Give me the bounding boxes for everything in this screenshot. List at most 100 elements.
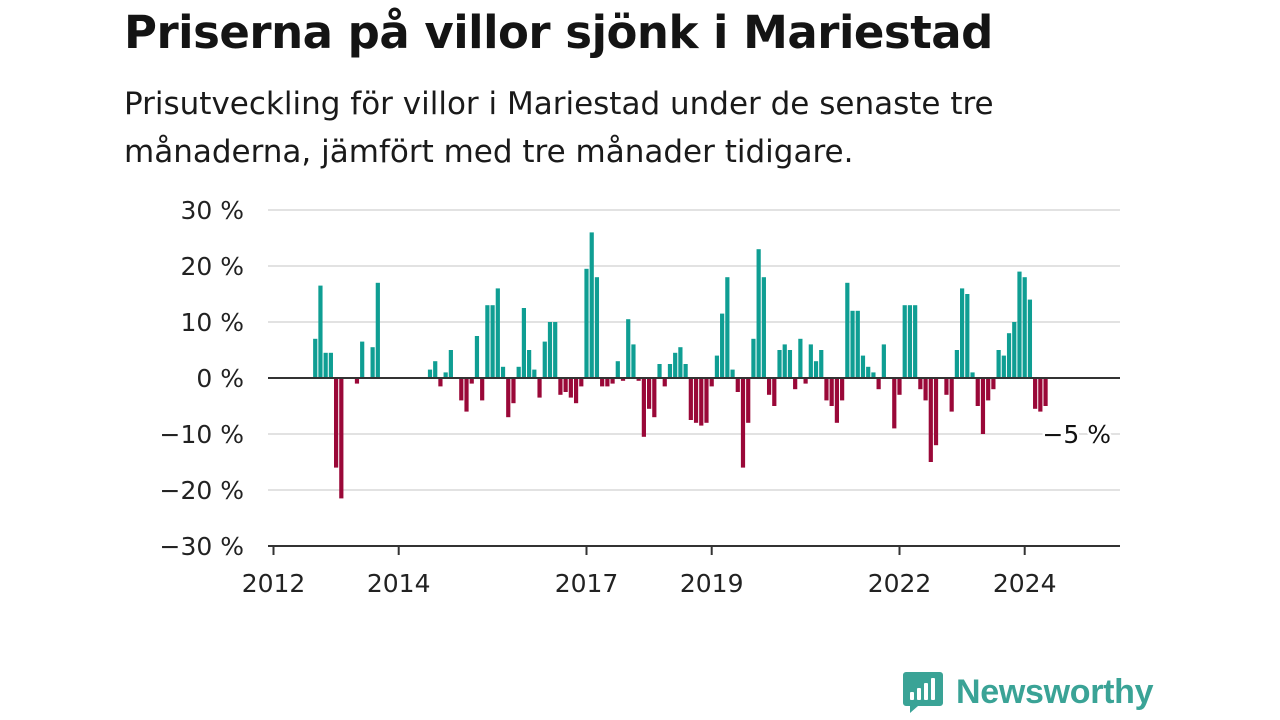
- bar: [730, 369, 735, 378]
- bar: [563, 378, 568, 392]
- x-tick-label: 2014: [367, 569, 431, 598]
- bar: [933, 378, 939, 446]
- bar: [464, 378, 469, 412]
- bar: [443, 372, 448, 378]
- logo-text: Newsworthy: [956, 672, 1154, 711]
- bar: [876, 378, 881, 390]
- bar: [813, 361, 819, 378]
- y-axis-tick-labels: 30 % 20 % 10 % 0 % −10 % −20 % −30 %: [160, 196, 244, 561]
- bar: [751, 338, 756, 378]
- bar: [824, 378, 829, 401]
- bar: [855, 310, 860, 378]
- bars: [313, 232, 1048, 499]
- bar: [907, 305, 913, 378]
- bar: [840, 378, 845, 401]
- bar: [553, 322, 558, 378]
- bar: [720, 313, 725, 378]
- bar: [490, 305, 495, 378]
- x-tick-label: 2012: [242, 569, 306, 598]
- bar: [500, 366, 506, 378]
- bar: [892, 378, 897, 429]
- bar: [375, 282, 380, 378]
- bar: [657, 364, 662, 378]
- bar: [313, 338, 318, 378]
- bar: [354, 378, 360, 384]
- bar: [537, 378, 542, 398]
- bar: [521, 308, 526, 378]
- x-tick-label: 2019: [680, 569, 744, 598]
- bar: [652, 378, 657, 418]
- x-tick-label: 2022: [868, 569, 932, 598]
- bar: [334, 378, 339, 468]
- bar: [834, 378, 839, 423]
- bar: [1033, 378, 1038, 409]
- bar: [605, 378, 610, 387]
- bar: [589, 232, 594, 378]
- bar: [960, 288, 965, 378]
- bar: [610, 378, 615, 384]
- bar: [641, 378, 646, 437]
- bar: [474, 336, 480, 378]
- bar: [980, 378, 986, 434]
- bar: [647, 378, 652, 409]
- bar: [673, 352, 678, 378]
- bar: [328, 352, 333, 378]
- bar: [803, 378, 808, 384]
- bar: [782, 344, 787, 378]
- bar: [667, 364, 673, 378]
- bar: [829, 378, 834, 406]
- bar: [714, 355, 720, 378]
- bar: [923, 378, 928, 401]
- y-tick-label: −30 %: [160, 532, 244, 561]
- bar: [594, 277, 600, 378]
- bar: [1038, 378, 1043, 412]
- bar: [709, 378, 714, 387]
- bar: [620, 378, 626, 381]
- bar: [991, 378, 996, 390]
- bar: [996, 350, 1001, 378]
- bar: [688, 378, 693, 420]
- bar: [516, 366, 521, 378]
- bar: [1027, 299, 1033, 378]
- bar: [683, 364, 688, 378]
- bar: [871, 372, 876, 378]
- bar: [547, 322, 553, 378]
- bar: [542, 341, 547, 378]
- chart-subtitle: Prisutveckling för villor i Mariestad un…: [124, 86, 994, 170]
- bar: [965, 294, 970, 378]
- bar: [323, 352, 328, 378]
- bar: [975, 378, 980, 406]
- bar: [777, 350, 782, 378]
- bar: [725, 277, 730, 378]
- bar: [735, 378, 740, 392]
- bar: [495, 288, 500, 378]
- bar: [558, 378, 563, 395]
- bar: [678, 347, 683, 378]
- bar: [615, 361, 620, 378]
- bar: [433, 361, 438, 378]
- bar: [448, 350, 453, 378]
- newsworthy-logo: Newsworthy: [902, 671, 1154, 713]
- bar: [318, 285, 323, 378]
- bar: [360, 341, 365, 378]
- bar: [850, 310, 855, 378]
- bar: [631, 344, 636, 378]
- bar: [704, 378, 709, 423]
- bar: [866, 366, 871, 378]
- bar: [986, 378, 991, 401]
- bar: [600, 378, 605, 387]
- bar: [808, 344, 813, 378]
- annotation-label: −5 %: [1042, 420, 1111, 449]
- bar: [532, 369, 537, 378]
- bar: [568, 378, 573, 398]
- bar: [756, 249, 761, 378]
- bar: [1043, 378, 1048, 406]
- bar: [944, 378, 949, 395]
- bar: [1012, 322, 1017, 378]
- x-axis: 2012 2014 2017 2019 2022 2024: [242, 545, 1120, 598]
- bar: [970, 372, 975, 378]
- bar: [798, 338, 803, 378]
- bar-chart-bubble-icon: [903, 672, 943, 713]
- bar: [1006, 333, 1012, 378]
